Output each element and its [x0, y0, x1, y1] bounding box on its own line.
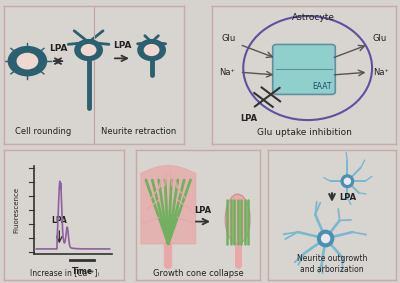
Text: Fluorescence: Fluorescence [13, 187, 19, 233]
Circle shape [144, 44, 160, 56]
Circle shape [344, 177, 351, 185]
Text: LPA: LPA [240, 114, 257, 123]
Text: Astrocyte: Astrocyte [292, 13, 335, 22]
Ellipse shape [225, 194, 250, 244]
Text: Increase in [Ca²⁺]ᵢ: Increase in [Ca²⁺]ᵢ [30, 269, 98, 278]
Circle shape [16, 53, 38, 70]
Text: Glu uptake inhibition: Glu uptake inhibition [256, 128, 352, 138]
FancyBboxPatch shape [273, 44, 335, 95]
Text: Neurite outgrowth
and arborization: Neurite outgrowth and arborization [297, 254, 367, 274]
Text: Growth cone collapse: Growth cone collapse [153, 269, 243, 278]
Circle shape [317, 230, 334, 247]
Text: LPA: LPA [52, 216, 67, 226]
Text: Na⁺: Na⁺ [373, 68, 389, 77]
Text: Glu: Glu [222, 35, 236, 44]
Circle shape [8, 46, 47, 76]
Circle shape [137, 39, 166, 61]
Text: Neurite retraction: Neurite retraction [101, 127, 177, 136]
Circle shape [81, 44, 96, 56]
Circle shape [74, 39, 103, 61]
Text: LPA: LPA [49, 44, 67, 53]
Text: Time: Time [72, 267, 92, 276]
Text: Cell rounding: Cell rounding [16, 127, 72, 136]
Text: EAAT: EAAT [313, 82, 332, 91]
Text: Na⁺: Na⁺ [219, 68, 235, 77]
Circle shape [340, 174, 354, 188]
Polygon shape [141, 166, 196, 244]
Text: LPA: LPA [340, 193, 357, 202]
Text: LPA: LPA [113, 41, 131, 50]
Text: Glu: Glu [372, 35, 386, 44]
Text: LPA: LPA [194, 206, 212, 215]
Circle shape [321, 234, 330, 243]
